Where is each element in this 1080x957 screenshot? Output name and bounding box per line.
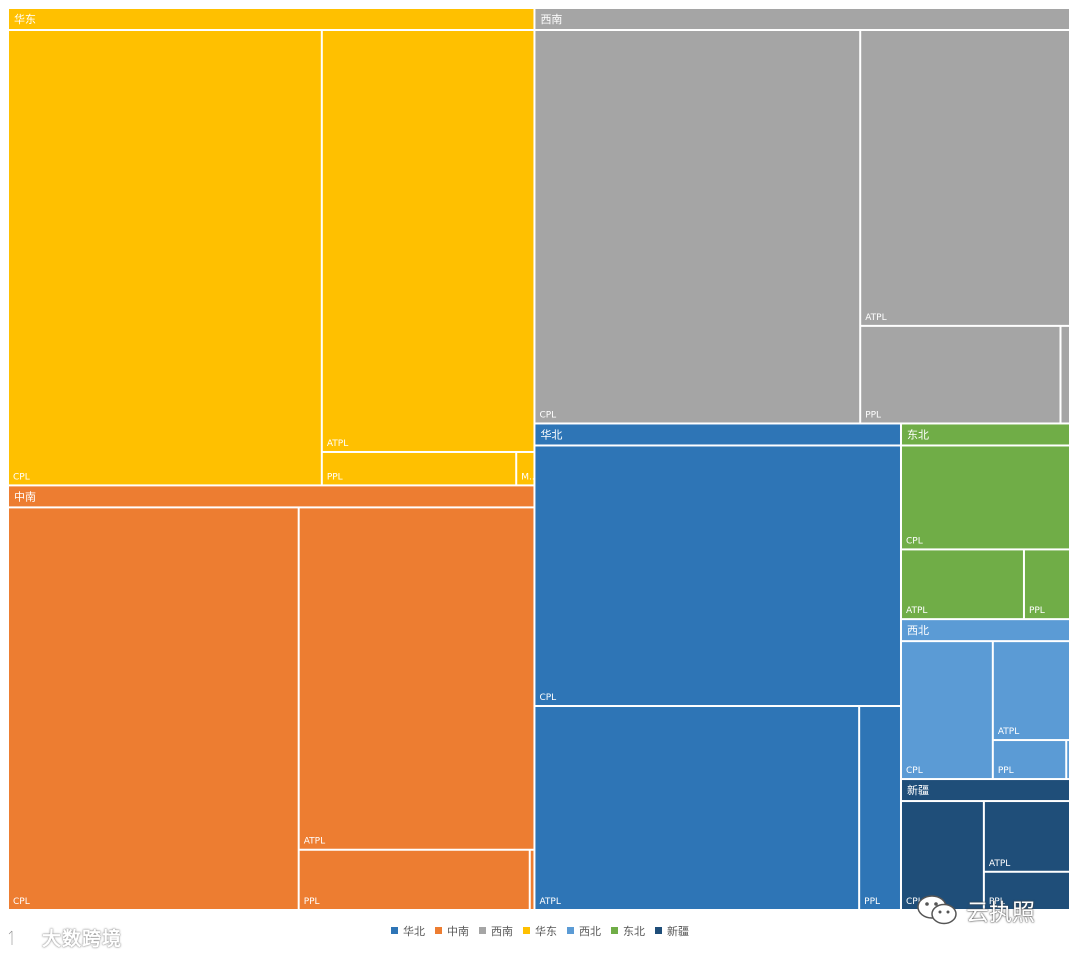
cell-label: PPL — [998, 766, 1014, 776]
cell-label: CPL — [539, 693, 556, 703]
legend-item: 华东 — [523, 923, 557, 939]
legend-label: 华东 — [535, 925, 557, 938]
treemap-cell — [535, 707, 859, 909]
region-title: 华北 — [540, 427, 562, 441]
cell-label: CPL — [13, 897, 30, 907]
treemap-cell — [901, 446, 1069, 549]
region-header-bar — [9, 486, 534, 507]
treemap-cell — [322, 452, 516, 485]
treemap-cell — [901, 642, 992, 779]
legend-swatch — [611, 927, 618, 934]
legend-label: 西南 — [491, 925, 513, 938]
cell-label: PPL — [989, 897, 1005, 907]
legend-label: 西北 — [579, 925, 601, 938]
legend-label: 新疆 — [667, 925, 689, 938]
treemap-cell — [984, 872, 1069, 909]
legend-item: 华北 — [391, 923, 425, 939]
treemap-cell — [9, 31, 321, 485]
legend-item: 新疆 — [655, 923, 689, 939]
legend-label: 华北 — [403, 925, 425, 938]
cell-label: PPL — [864, 897, 880, 907]
region-华东: 华东 CPL ATPL PPL M... — [9, 9, 538, 485]
region-header-bar — [901, 620, 1069, 641]
legend-label: 中南 — [447, 925, 469, 938]
treemap-cell — [861, 326, 1060, 423]
treemap-cell — [1061, 326, 1069, 423]
treemap-chart: 华东 CPL ATPL PPL M... 中南 CPL ATPL PPL 西南 CPL ATPL PPL… — [9, 9, 1069, 909]
watermark-left-text: 大数跨境 — [42, 927, 123, 950]
treemap-cell — [860, 707, 900, 909]
treemap-cell — [993, 642, 1069, 740]
cell-label: PPL — [1029, 606, 1045, 616]
region-title: 华东 — [14, 12, 36, 26]
region-西北: 西北 CPL ATPL PPL — [901, 620, 1069, 779]
treemap-cell — [517, 452, 534, 485]
cell-label: CPL — [13, 472, 30, 482]
region-华北: 华北 CPL ATPL PPL — [535, 424, 900, 909]
region-header-bar — [535, 424, 900, 445]
region-中南: 中南 CPL ATPL PPL — [9, 486, 534, 909]
region-东北: 东北 CPL ATPL PPL — [901, 424, 1069, 619]
region-header-bar — [9, 9, 534, 29]
region-西南: 西南 CPL ATPL PPL — [535, 9, 1069, 423]
region-header-bar — [901, 424, 1069, 445]
treemap-cell — [299, 508, 534, 849]
cell-label: PPL — [865, 410, 881, 420]
legend-label: 东北 — [623, 925, 645, 938]
cell-label: ATPL — [998, 727, 1019, 737]
treemap-cell — [322, 31, 534, 451]
cell-label: ATPL — [906, 606, 927, 616]
cell-label: CPL — [906, 766, 923, 776]
legend-swatch — [567, 927, 574, 934]
legend-swatch — [523, 927, 530, 934]
treemap-cell — [1067, 741, 1069, 779]
treemap-cell — [535, 446, 900, 706]
region-title: 西北 — [907, 624, 929, 637]
region-header-bar — [535, 9, 1069, 29]
cell-label: CPL — [906, 897, 923, 907]
cell-label: PPL — [304, 897, 320, 907]
watermark-left: 大数跨境 — [8, 922, 122, 952]
cell-label: ATPL — [865, 313, 886, 323]
chart-legend: 华北 中南 西南 华东 西北 东北 新疆 — [0, 923, 1080, 939]
legend-item: 西北 — [567, 923, 601, 939]
brand-logo-icon — [8, 927, 37, 945]
region-header-bar — [901, 780, 1069, 801]
treemap-cell — [535, 31, 860, 423]
treemap-cell — [1024, 550, 1069, 619]
legend-item: 中南 — [435, 923, 469, 939]
legend-item: 西南 — [479, 923, 513, 939]
treemap-cell — [993, 741, 1066, 779]
legend-swatch — [391, 927, 398, 934]
region-title: 新疆 — [907, 783, 929, 797]
wechat-icon — [917, 895, 957, 925]
legend-swatch — [479, 927, 486, 934]
treemap-cell — [984, 802, 1069, 871]
treemap-cell — [901, 802, 983, 909]
cell-label: M... — [521, 472, 537, 482]
treemap-cell — [901, 550, 1023, 619]
cell-label: ATPL — [989, 859, 1010, 869]
watermark-right: 云执照 — [914, 890, 1035, 930]
cell-label: CPL — [906, 536, 923, 546]
legend-swatch — [655, 927, 662, 934]
region-title: 中南 — [14, 490, 36, 503]
treemap-cell — [861, 31, 1069, 325]
cell-label: ATPL — [539, 897, 560, 907]
treemap-cell — [530, 850, 534, 909]
treemap-cell — [9, 508, 298, 909]
legend-item: 东北 — [611, 923, 645, 939]
legend-swatch — [435, 927, 442, 934]
region-title: 西南 — [540, 13, 562, 26]
region-新疆: 新疆 CPL ATPL PPL — [901, 780, 1069, 909]
cell-label: ATPL — [327, 439, 348, 449]
treemap-cell — [299, 850, 529, 909]
cell-label: CPL — [539, 410, 556, 420]
region-title: 东北 — [907, 428, 929, 441]
cell-label: ATPL — [304, 837, 325, 847]
cell-label: PPL — [327, 472, 343, 482]
watermark-right-text: 云执照 — [966, 900, 1035, 926]
